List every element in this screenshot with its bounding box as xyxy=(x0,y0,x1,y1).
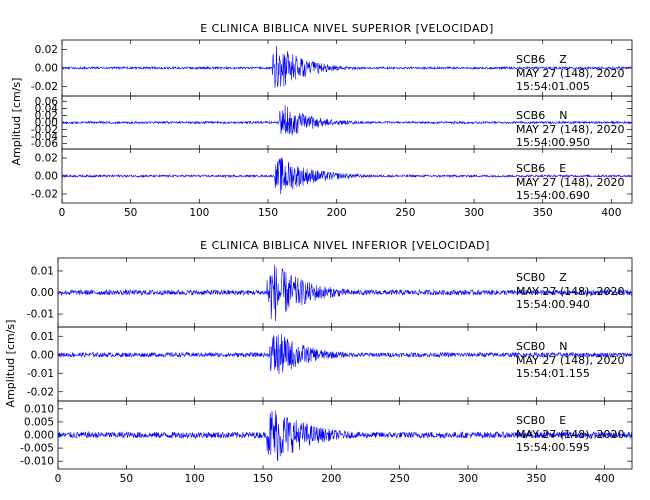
date-label: MAY 27 (148), 2020 xyxy=(516,428,624,441)
y-tick-label: 0.04 xyxy=(35,103,59,115)
x-tick-label: 350 xyxy=(526,473,546,485)
y-tick-label: -0.01 xyxy=(27,368,54,380)
x-tick-label: 200 xyxy=(321,473,341,485)
x-tick-label: 250 xyxy=(390,473,410,485)
time-label: 15:54:00.595 xyxy=(516,441,590,454)
y-tick-label: -0.02 xyxy=(27,386,54,398)
station-label: SCB6 Z xyxy=(516,53,567,66)
x-tick-label: 50 xyxy=(124,207,137,219)
station-label: SCB0 E xyxy=(516,414,566,427)
x-tick-label: 100 xyxy=(189,207,209,219)
station-name: SCB6 xyxy=(516,109,545,122)
date-label: MAY 27 (148), 2020 xyxy=(516,123,624,136)
station-name: SCB6 xyxy=(516,53,545,66)
x-tick-label: 100 xyxy=(185,473,205,485)
component-name: E xyxy=(559,162,566,175)
y-axis-label: Amplitud [cm/s] xyxy=(10,78,23,166)
x-tick-label: 400 xyxy=(595,473,615,485)
chart-upper-level: E CLINICA BIBLICA NIVEL SUPERIOR [VELOCI… xyxy=(10,22,633,219)
component-name: N xyxy=(559,109,567,122)
y-tick-label: 0.02 xyxy=(35,153,58,165)
x-tick-label: 200 xyxy=(327,207,347,219)
date-label: MAY 27 (148), 2020 xyxy=(516,67,624,80)
time-label: 15:54:01.155 xyxy=(516,367,590,380)
y-tick-label: 0.00 xyxy=(31,287,54,299)
chart-title: E CLINICA BIBLICA NIVEL INFERIOR [VELOCI… xyxy=(200,239,490,252)
station-name: SCB0 xyxy=(516,340,545,353)
x-tick-label: 0 xyxy=(59,207,66,219)
y-tick-label: 0.02 xyxy=(35,44,58,56)
panel-scb6-n: 0.060.040.020.00-0.02-0.04-0.06 SCB6 NMAY … xyxy=(31,95,633,150)
date-label: MAY 27 (148), 2020 xyxy=(516,285,624,298)
y-tick-label: 0.02 xyxy=(35,110,58,122)
trace-scb0-z xyxy=(57,264,633,322)
x-tick-label: 150 xyxy=(258,207,278,219)
y-tick-label: 0.01 xyxy=(31,265,54,277)
x-tick-label: 400 xyxy=(601,207,621,219)
date-label: MAY 27 (148), 2020 xyxy=(516,176,624,189)
x-tick-label: 300 xyxy=(458,473,478,485)
station-name: SCB6 xyxy=(516,162,545,175)
y-tick-label: 0.00 xyxy=(35,171,58,183)
y-tick-label: -0.06 xyxy=(31,138,58,150)
station-name: SCB0 xyxy=(516,271,545,284)
y-tick-label: -0.02 xyxy=(31,189,58,201)
x-tick-label: 150 xyxy=(253,473,273,485)
y-tick-label: 0.010 xyxy=(24,403,54,415)
y-tick-label: -0.02 xyxy=(31,81,58,93)
y-tick-label: 0.000 xyxy=(24,430,54,442)
trace-scb0-n xyxy=(57,333,633,375)
station-name: SCB0 xyxy=(516,414,545,427)
x-tick-label: 250 xyxy=(395,207,415,219)
x-tick-label: 50 xyxy=(120,473,133,485)
component-name: Z xyxy=(559,271,567,284)
station-label: SCB6 E xyxy=(516,162,566,175)
y-tick-label: -0.005 xyxy=(20,443,54,455)
station-label: SCB0 N xyxy=(516,340,567,353)
component-name: N xyxy=(559,340,567,353)
y-tick-label: 0.00 xyxy=(35,117,58,129)
y-tick-label: -0.04 xyxy=(31,131,58,143)
y-tick-label: 0.01 xyxy=(31,331,54,343)
y-tick-label: 0.00 xyxy=(35,63,58,75)
y-axis-label: Amplitud [cm/s] xyxy=(4,320,17,408)
y-tick-label: -0.010 xyxy=(20,456,54,468)
time-label: 15:54:00.940 xyxy=(516,298,590,311)
station-label: SCB0 Z xyxy=(516,271,567,284)
trace-scb6-n xyxy=(61,105,633,136)
y-tick-label: -0.01 xyxy=(27,309,54,321)
chart-lower-level: E CLINICA BIBLICA NIVEL INFERIOR [VELOCI… xyxy=(4,239,633,485)
time-label: 15:54:00.690 xyxy=(516,189,590,202)
x-tick-label: 0 xyxy=(55,473,62,485)
component-name: E xyxy=(559,414,566,427)
trace-scb0-e xyxy=(57,410,633,462)
y-tick-label: 0.00 xyxy=(31,349,54,361)
station-label: SCB6 N xyxy=(516,109,567,122)
y-tick-label: 0.005 xyxy=(24,416,54,428)
chart-title: E CLINICA BIBLICA NIVEL SUPERIOR [VELOCI… xyxy=(200,22,494,35)
y-tick-label: 0.06 xyxy=(35,96,59,108)
x-tick-label: 300 xyxy=(464,207,484,219)
y-tick-label: -0.02 xyxy=(31,124,58,136)
component-name: Z xyxy=(559,53,567,66)
trace-scb6-e xyxy=(61,157,633,195)
time-label: 15:54:00.950 xyxy=(516,136,590,149)
date-label: MAY 27 (148), 2020 xyxy=(516,354,624,367)
trace-scb6-z xyxy=(61,46,633,88)
x-tick-label: 350 xyxy=(533,207,553,219)
time-label: 15:54:01.005 xyxy=(516,80,590,93)
